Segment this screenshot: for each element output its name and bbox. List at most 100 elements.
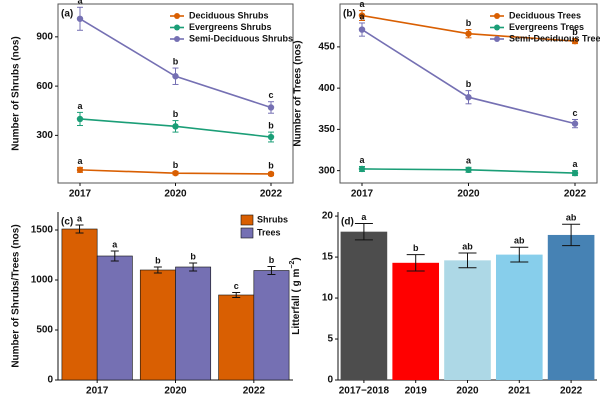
y-tick-label: 600 [36,81,53,92]
significance-letter: c [572,108,577,118]
bar [392,262,440,380]
legend-label: Trees [257,227,281,237]
bar [61,228,98,381]
significance-letter: b [268,161,274,171]
legend-label: Semi-Deciduous Shrubs [189,33,293,43]
significance-letter: b [190,251,196,261]
significance-letter: b [268,120,274,130]
bar [175,266,212,381]
bar [340,231,388,380]
point [358,165,366,173]
y-tick-label: 400 [318,83,335,94]
significance-letter: a [77,156,83,166]
significance-letter: ab [514,236,525,246]
y-tick-label: 300 [318,165,335,176]
panel-label: (c) [61,217,73,228]
error-bar [562,223,581,247]
x-tick-label: 2017−2018 [339,386,390,397]
y-tick-label: 15 [322,252,334,263]
y-tick-label: 900 [36,31,53,42]
x-tick-label: 2020 [164,189,187,200]
significance-letter: a [359,0,365,9]
point [571,169,579,177]
significance-letter: b [269,255,275,265]
significance-letter: a [359,11,365,21]
error-bar [510,246,529,263]
y-axis-label: Litterfall ( g m−2) [289,257,302,334]
error-bar [232,292,241,298]
x-tick-label: 2019 [405,386,428,397]
error-bar [153,266,162,274]
y-axis-label-part: −2 [289,261,296,269]
significance-letter: a [77,213,83,223]
legend-dot [494,36,500,42]
bar [139,269,176,381]
bar [547,234,595,380]
point [358,26,366,33]
bar [218,294,255,381]
y-tick-label: 1500 [31,225,54,236]
significance-letter: ab [566,213,577,223]
significance-letter: a [359,155,365,165]
significance-letter: a [77,0,83,6]
y-tick-label: 350 [318,124,335,135]
significance-letter: b [466,79,472,89]
y-tick-label: 20 [322,211,334,222]
significance-letter: b [173,56,179,66]
point [571,120,579,127]
point [172,73,179,80]
panel-label: (a) [61,9,73,20]
y-tick-label: 300 [36,130,53,141]
y-axis-label: Number of Shrubs (nos) [11,36,22,150]
significance-letter: b [466,18,472,28]
legend-swatch [240,214,254,226]
point [76,115,84,123]
significance-letter: a [361,212,367,222]
point [172,169,179,177]
significance-letter: c [268,90,273,100]
legend-label: Shrubs [257,214,288,224]
legend-label: Deciduous Trees [509,10,581,20]
x-tick-label: 2020 [457,189,480,200]
point [172,123,179,130]
legend-label: Evergreens Trees [509,22,584,32]
significance-letter: b [572,27,578,37]
bar [253,270,290,381]
point [465,166,472,174]
significance-letter: a [77,101,83,111]
error-bar [354,222,373,241]
legend-dot [174,13,180,19]
x-tick-label: 2020 [164,386,187,397]
bar [96,255,133,381]
point [76,166,84,174]
bar [444,260,491,380]
significance-letter: a [466,156,472,166]
legend-label: Semi-Deciduous Trees [509,33,600,43]
legend-dot [494,13,500,19]
legend-dot [174,36,180,42]
x-tick-label: 2020 [456,386,479,397]
significance-letter: b [173,160,179,170]
legend-dot [494,24,500,31]
series-line [361,28,576,125]
x-tick-label: 2017 [69,189,92,200]
point [358,12,366,19]
error-bar [110,250,119,262]
y-axis-label-part: ) [291,257,302,260]
x-tick-label: 2017 [351,189,374,200]
error-bar [267,266,276,275]
y-tick-label: 0 [327,375,333,386]
y-tick-label: 0 [47,375,53,386]
significance-letter: c [234,281,239,291]
y-axis-label: Number of Trees (nos) [293,40,304,146]
panel-label: (d) [341,217,354,228]
error-bar [189,262,198,272]
y-tick-label: 1000 [31,275,54,286]
point [465,30,472,37]
panel-label: (b) [343,9,356,20]
legend-label: Evergreens Shrubs [189,22,272,32]
error-bar [458,252,477,269]
significance-letter: b [413,243,419,253]
